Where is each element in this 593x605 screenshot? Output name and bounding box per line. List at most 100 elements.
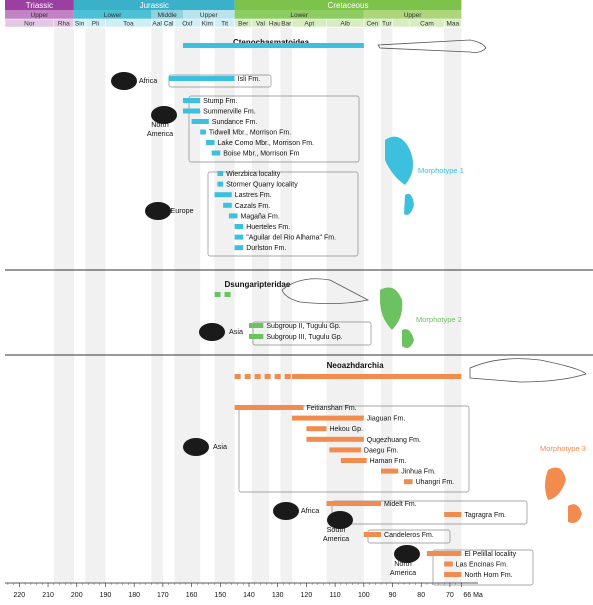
x-axis: 220 210 200 190 180 170 160 150 140 130 120 110 100 9… — [5, 582, 483, 599]
formation-bar — [340, 458, 367, 463]
stage-band — [444, 28, 462, 583]
epoch-box — [151, 10, 183, 19]
period-label: Triassic — [26, 1, 53, 10]
stage-band — [53, 28, 74, 583]
continent-silhouette — [199, 323, 225, 341]
region-label: America — [323, 534, 349, 543]
formation-bar — [182, 108, 201, 114]
formation-label: Qugezhuang Fm. — [367, 437, 421, 444]
dsungaripterid-skull — [281, 278, 370, 304]
formation-bar — [306, 436, 364, 442]
epoch-label: Middle — [158, 12, 178, 19]
morphotype-label: Morphotype 1 — [418, 166, 464, 175]
formation-bar — [168, 76, 235, 81]
formation-label: Tagragra Fm. — [464, 512, 506, 519]
formation-bar — [292, 415, 364, 421]
axis-tick-label: 190 — [100, 592, 112, 599]
axis-tick-label: 200 — [71, 592, 83, 599]
stage-label: Alb — [340, 21, 350, 28]
clade-range-bar — [292, 374, 462, 379]
morphotype-2-footprint — [402, 329, 414, 348]
axis-tick-label: 150 — [214, 592, 226, 599]
stage-band — [85, 28, 106, 583]
stage-label: Cen — [366, 21, 378, 28]
stage-label: Val — [256, 21, 265, 28]
formation-label: Candeleros Fm. — [384, 532, 434, 539]
axis-tick-label: 120 — [301, 592, 313, 599]
morphotype-label: Morphotype 3 — [540, 444, 586, 453]
formation-bar — [248, 334, 264, 339]
formation-bar — [381, 468, 399, 474]
formation-bar — [403, 479, 413, 485]
formation-label: Daegu Fm. — [364, 447, 399, 454]
stage-label: Cam — [420, 21, 434, 28]
stage-label: Sin — [75, 21, 85, 28]
stage-label: Kim — [202, 21, 213, 28]
formation-bar — [306, 426, 327, 432]
formation-label: Durlston Fm. — [246, 245, 286, 252]
region-label: Europe — [170, 206, 193, 215]
continent-silhouette — [273, 502, 299, 520]
formation-label: Hekou Gp. — [329, 426, 363, 433]
formation-bar — [234, 405, 304, 410]
formation-bar — [444, 561, 453, 567]
formation-bar — [234, 245, 244, 251]
formation-bar — [248, 323, 264, 328]
formation-bar — [205, 140, 215, 145]
epoch-label: Upper — [404, 12, 423, 19]
stage-label: Apt — [304, 21, 314, 28]
stage-label: Bar — [281, 21, 292, 28]
formation-bar — [444, 512, 462, 517]
region-group: Africa Midelt Fm. Tagragra Fm. — [273, 500, 528, 525]
stage-band — [214, 28, 235, 583]
formation-bar — [234, 234, 244, 240]
continent-silhouette — [145, 202, 171, 220]
axis-tick-label: 170 — [157, 592, 169, 599]
formation-bar — [228, 213, 238, 219]
region-label: Africa — [139, 76, 157, 85]
epoch-box — [182, 10, 235, 19]
period-box — [234, 0, 462, 10]
epoch-label: Lower — [104, 12, 123, 19]
formation-label: North Horn Fm. — [464, 572, 512, 579]
formation-label: Uhangri Fm. — [416, 479, 455, 486]
formation-bar — [426, 551, 462, 556]
stage-label: Nor — [24, 21, 35, 28]
clade-neoazhdarchia: Neoazhdarchia Morphotype 3 Asia Feitianshan… — [183, 361, 586, 586]
stage-label: Pli — [92, 21, 99, 28]
region-box — [432, 549, 534, 586]
region-label: North — [151, 120, 169, 129]
formation-bar — [182, 98, 201, 103]
formation-label: Haman Fm. — [370, 458, 407, 465]
neoazhdarchid-skull — [469, 358, 587, 383]
formation-label: Stump Fm. — [203, 98, 237, 105]
formation-label: Subgroup II, Tugulu Gp. — [266, 323, 340, 330]
region-box — [331, 500, 528, 525]
formation-label: Summerville Fm. — [203, 109, 256, 116]
stage-label: Cal — [164, 21, 174, 28]
formation-bar — [191, 119, 209, 124]
formation-label: Jiaguan Fm. — [367, 416, 406, 423]
formation-label: Sundance Fm. — [212, 119, 258, 126]
epoch-label: Upper — [200, 12, 219, 19]
skull-illustrations — [281, 39, 587, 383]
formation-label: Wierzbica locality — [226, 171, 281, 178]
stage-label: Tit — [221, 21, 228, 28]
stage-label: Aal — [152, 21, 162, 28]
formation-bar — [234, 224, 244, 229]
region-group: Asia Subgroup II, Tugulu Gp. Subgroup III,… — [199, 321, 372, 346]
formation-label: Isli Fm. — [238, 76, 261, 83]
continent-silhouette — [394, 545, 420, 563]
clade-title: Dsungaripteridae — [225, 280, 291, 289]
stage-box — [392, 18, 410, 28]
region-box — [207, 171, 359, 257]
clade-range-bar — [182, 43, 364, 48]
stage-label: Toa — [123, 21, 134, 28]
formation-label: Subgroup III, Tugulu Gp. — [266, 334, 342, 341]
axis-tick-label: 100 — [358, 592, 370, 599]
axis-tick-label: 140 — [243, 592, 255, 599]
formation-bar — [214, 192, 232, 198]
